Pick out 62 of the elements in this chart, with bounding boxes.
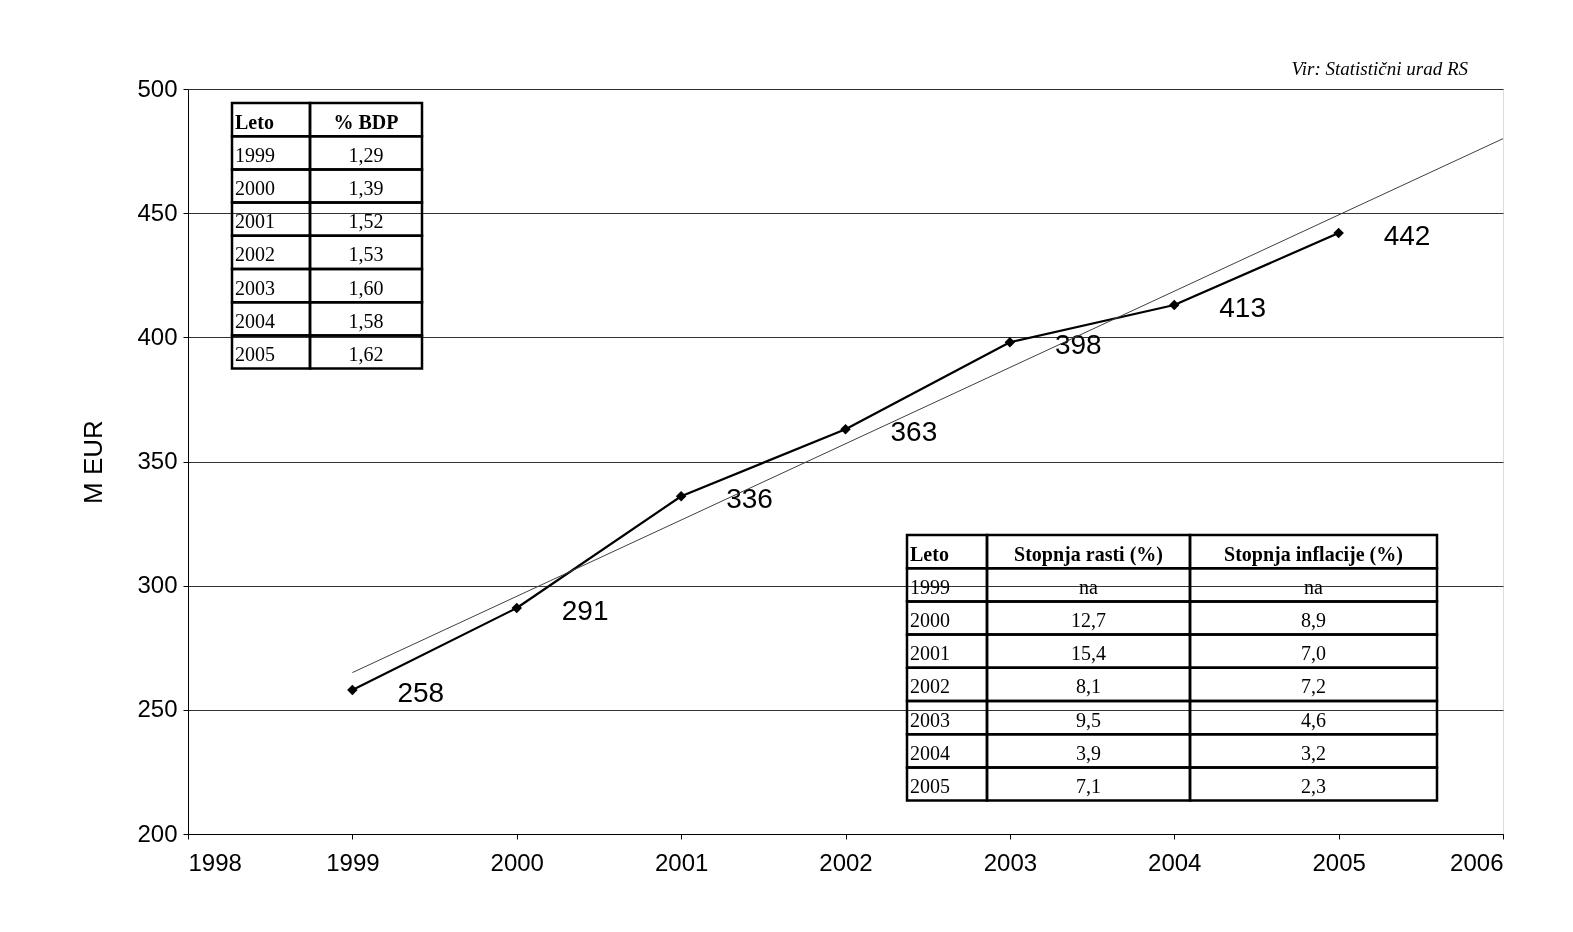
data-label: 258 xyxy=(397,676,445,708)
annotation: 2002 xyxy=(235,243,275,266)
annotation: 7,1 xyxy=(1076,775,1101,797)
annotation: 1,29 xyxy=(348,143,384,166)
x-tick-label: 2006 xyxy=(1450,848,1504,876)
annotation: 2004 xyxy=(910,741,950,764)
annotation: 1999 xyxy=(235,143,275,166)
text: Vir: Statistični urad RS xyxy=(1291,58,1469,79)
data-label: 336 xyxy=(726,483,773,515)
x-tick-label: 2005 xyxy=(1312,848,1366,876)
y-tick-label: 450 xyxy=(137,198,178,226)
annotation: 2002 xyxy=(910,675,950,698)
annotation: Leto xyxy=(235,110,274,133)
annotation: 2005 xyxy=(910,775,950,797)
y-tick-label: 250 xyxy=(137,695,178,723)
annotation: 3,2 xyxy=(1301,741,1326,764)
x-tick-label: 2002 xyxy=(819,848,873,876)
annotation: 1,53 xyxy=(348,243,384,266)
annotation: 4,6 xyxy=(1301,708,1326,731)
annotation: 2003 xyxy=(910,708,950,731)
annotation: 15,4 xyxy=(1071,642,1106,665)
y-axis-title: M EUR xyxy=(78,420,109,504)
annotation: % BDP xyxy=(333,110,399,133)
x-tick-label: 2000 xyxy=(490,848,544,876)
annotation: 1,60 xyxy=(348,276,384,299)
annotation: 1,52 xyxy=(348,210,384,233)
annotation: 2004 xyxy=(235,309,275,332)
annotation: Stopnja inflacije (%) xyxy=(1224,542,1403,566)
annotation: 1,58 xyxy=(348,309,384,332)
annotation: Leto xyxy=(910,542,949,565)
x-tick-label: 2001 xyxy=(654,848,709,876)
annotation: 2000 xyxy=(910,609,950,631)
annotation: 12,7 xyxy=(1071,609,1106,631)
y-tick-label: 500 xyxy=(137,74,178,102)
annotation: 2001 xyxy=(910,642,950,665)
data-label: 363 xyxy=(890,416,938,448)
x-tick-label: 2004 xyxy=(1148,848,1202,876)
data-label: 442 xyxy=(1383,220,1431,252)
annotation: 1,39 xyxy=(348,177,384,199)
y-tick-label: 200 xyxy=(137,819,178,847)
annotation: 3,9 xyxy=(1076,741,1101,764)
annotation: 8,1 xyxy=(1076,675,1101,698)
annotation: 2003 xyxy=(235,276,275,299)
annotation: 7,0 xyxy=(1301,642,1326,665)
annotation: 8,9 xyxy=(1301,609,1326,631)
x-tick-label: 1998 xyxy=(188,848,242,876)
y-tick-label: 300 xyxy=(137,571,178,599)
annotation: 7,2 xyxy=(1301,675,1326,698)
data-label: 413 xyxy=(1219,292,1266,324)
annotation: 2005 xyxy=(235,343,275,365)
x-tick-label: 1999 xyxy=(326,848,380,876)
annotation: 1,62 xyxy=(348,343,384,365)
annotation: 2000 xyxy=(235,177,275,199)
data-label: 291 xyxy=(561,595,609,627)
annotation: 9,5 xyxy=(1076,708,1101,731)
x-tick-label: 2003 xyxy=(983,848,1038,876)
annotation: 2,3 xyxy=(1301,775,1326,797)
data-label: 398 xyxy=(1054,329,1102,361)
y-tick-label: 400 xyxy=(137,322,178,350)
annotation: Stopnja rasti (%) xyxy=(1014,542,1163,566)
annotation: 2001 xyxy=(235,210,275,233)
y-tick-label: 350 xyxy=(137,447,178,474)
